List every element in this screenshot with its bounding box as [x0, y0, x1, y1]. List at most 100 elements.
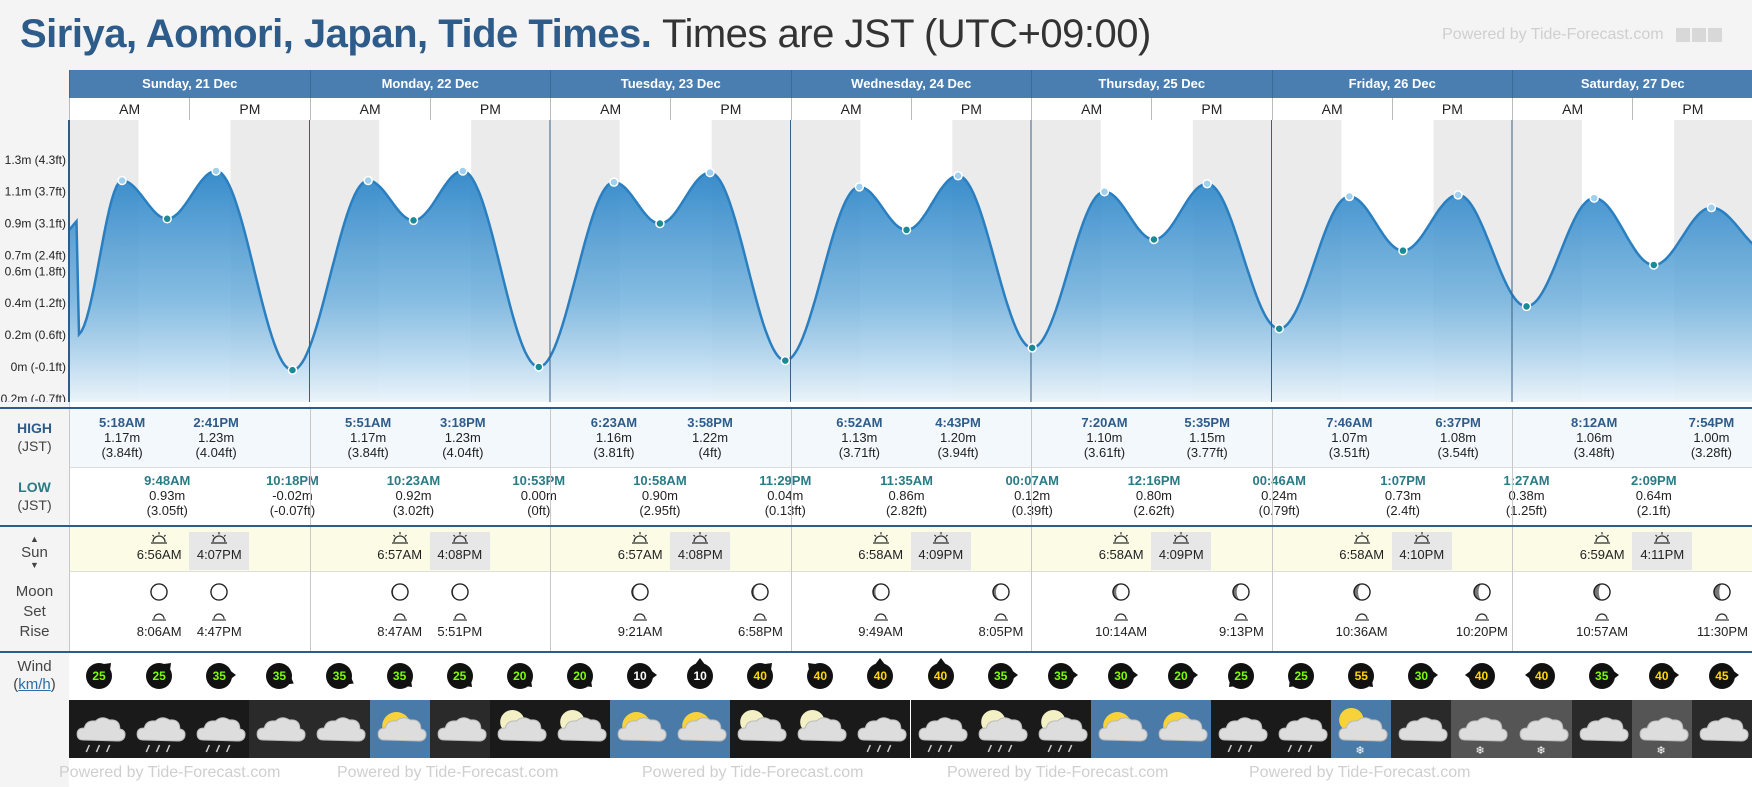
low-tide-time: 10:53PM: [512, 473, 566, 488]
high-tide-13: 7:54PM 1.00m (3.28ft): [1676, 415, 1746, 460]
low-tide-height: 0.38m: [1508, 488, 1545, 503]
wind-27: 45: [1704, 657, 1740, 693]
moon-set-label: Set: [23, 603, 46, 620]
wind-label-text: Wind: [17, 658, 52, 675]
sunrise-time: 6:56AM: [136, 547, 182, 562]
low-row-bottom-border: [0, 525, 1752, 527]
wind-speed: 35: [386, 663, 413, 689]
cloud-icon: [1571, 700, 1632, 758]
wind-speed: 20: [506, 663, 533, 689]
y-tick-label-7: 0m (-0.1ft): [11, 360, 66, 374]
tide-point-12: [854, 182, 865, 192]
low-tide-feet: (2.62ft): [1133, 503, 1175, 518]
sunrise-icon: [1593, 532, 1611, 547]
moon-phase-icon: [1091, 582, 1151, 605]
wind-23: 40: [1464, 657, 1500, 693]
low-tide-feet: (2.82ft): [885, 503, 928, 518]
moon-cloud-icon: [549, 700, 610, 758]
high-tide-height: 1.08m: [1440, 430, 1477, 445]
moon-label: Moon Set Rise: [0, 582, 69, 642]
moonrise-icon: [1091, 609, 1151, 624]
sunrise-icon: [1112, 532, 1130, 547]
low-tide-height: 0.12m: [1014, 488, 1051, 503]
tide-point-15: [1027, 343, 1037, 353]
moon-cloud-icon: [730, 700, 791, 758]
moon-phase-icon: [129, 582, 189, 605]
high-tide-12: 8:12AM 1.06m (3.48ft): [1559, 415, 1629, 460]
powered-by[interactable]: Powered by Tide-Forecast.com: [1442, 26, 1722, 44]
high-tide-time: 3:58PM: [687, 415, 733, 430]
moonrise-icon: [370, 609, 430, 624]
y-tick-label-0: 1.3m (4.3ft): [5, 153, 66, 167]
page-title: Siriya, Aomori, Japan, Tide Times. Times…: [20, 12, 1151, 57]
high-tide-time: 8:12AM: [1571, 415, 1618, 430]
sunset-time: 4:08PM: [437, 547, 483, 562]
sun-label-down-icon: ▼: [30, 560, 39, 570]
sunrise-icon: [872, 532, 890, 547]
sunrise-time: 6:59AM: [1579, 547, 1625, 562]
day-header-5: Friday, 26 Dec: [1271, 70, 1513, 98]
sunset-icon: [691, 532, 709, 547]
wind-21: 55: [1343, 657, 1379, 693]
high-tide-time: 5:35PM: [1184, 415, 1230, 430]
tide-point-2: [211, 166, 221, 176]
cloud-icon: [429, 700, 490, 758]
wind-16: 35: [1043, 657, 1079, 693]
low-tide-feet: (0.39ft): [1011, 503, 1053, 518]
sunmoon-sep-0: [69, 527, 70, 651]
wind-14: 40: [923, 657, 959, 693]
wind-speed: 40: [927, 663, 954, 689]
low-tide-2: 10:23AM 0.92m (3.02ft): [379, 473, 449, 518]
wind-unit-link[interactable]: km/h: [18, 676, 51, 693]
high-tide-time: 5:51AM: [344, 415, 392, 430]
sun-snow-icon: ❄: [1331, 700, 1392, 758]
high-tide-time: 6:23AM: [590, 415, 638, 430]
ampm-3-0: AM: [790, 98, 911, 120]
tide-point-19: [1274, 323, 1284, 334]
wind-24: 40: [1524, 657, 1560, 693]
sunset-icon: [1413, 532, 1431, 547]
cloud-icon: [309, 700, 370, 758]
sunset-icon: [451, 532, 469, 547]
day-header-4: Thursday, 25 Dec: [1031, 70, 1272, 98]
sunrise-2: 6:57AM: [610, 532, 670, 570]
high-tide-9: 5:35PM 1.15m (3.77ft): [1172, 415, 1242, 460]
moonset-time: 10:20PM: [1455, 624, 1508, 639]
tide-sep-0: [69, 409, 70, 525]
wind-15: 35: [983, 657, 1019, 693]
wind-speed: 30: [1408, 663, 1435, 689]
day-header-0: Sunday, 21 Dec: [69, 70, 310, 98]
sunset-icon: [1653, 532, 1671, 547]
high-tide-time: 4:43PM: [935, 415, 981, 430]
sunrise-6: 6:59AM: [1572, 532, 1632, 570]
high-tide-feet: (3.81ft): [593, 445, 635, 460]
wind-speed: 35: [326, 663, 353, 689]
wind-11: 40: [742, 657, 778, 693]
sunrise-icon: [1353, 532, 1371, 547]
high-tide-feet: (3.84ft): [101, 445, 143, 460]
high-tide-feet: (3.28ft): [1690, 445, 1732, 460]
moonrise-2: 8:47AM: [370, 582, 430, 639]
tide-point-20: [1344, 191, 1355, 202]
tide-sep-2: [550, 409, 551, 525]
moonset-13: 11:30PM: [1692, 582, 1752, 639]
ampm-row: AM PM AM PM AM PM AM PM AM PM AM PM AM PM: [69, 98, 1752, 121]
moon-phase-icon: [1452, 582, 1512, 605]
sunrise-icon: [391, 532, 409, 547]
chart-bottom-border: [0, 407, 1752, 409]
wind-26: 40: [1644, 657, 1680, 693]
moon-cloud-icon: [489, 700, 550, 758]
moon-row: [69, 571, 1752, 652]
high-tide-height: 1.16m: [595, 430, 632, 445]
tide-point-1: [162, 214, 172, 224]
sunrise-time: 6:57AM: [617, 547, 663, 562]
sunset-time: 4:09PM: [918, 547, 964, 562]
tide-point-17: [1149, 234, 1159, 245]
low-tide-0: 9:48AM 0.93m (3.05ft): [132, 473, 202, 518]
wind-speed: 10: [627, 663, 654, 689]
tide-point-11: [780, 355, 791, 366]
sunrise-0: 6:56AM: [129, 532, 189, 570]
high-tide-height: 1.07m: [1331, 430, 1368, 445]
high-tide-feet: (4.04ft): [195, 445, 237, 460]
sun-cloud-icon: [609, 700, 671, 758]
